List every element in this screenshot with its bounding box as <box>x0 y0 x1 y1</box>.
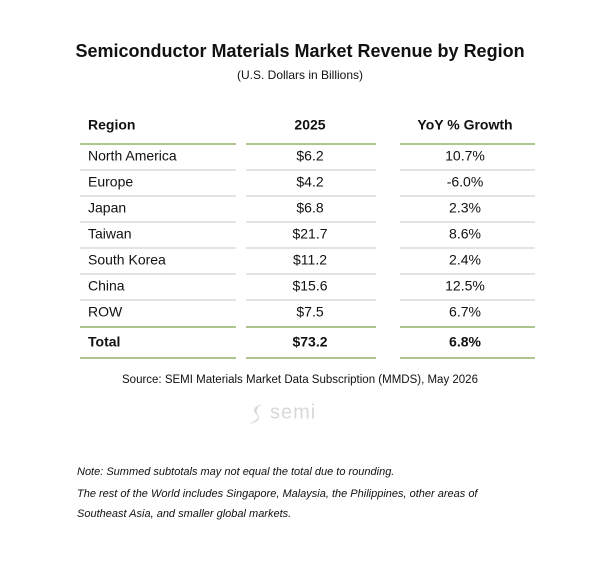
table-cell: Japan <box>88 200 126 216</box>
table-cell: China <box>88 278 125 294</box>
table-cell: $4.2 <box>296 174 323 190</box>
table-cell: 10.7% <box>445 148 485 164</box>
note: Note: Summed subtotals may not equal the… <box>77 466 394 478</box>
table-cell: ROW <box>88 304 123 320</box>
source: Source: SEMI Materials Market Data Subsc… <box>122 374 478 386</box>
column-header: Region <box>88 117 135 133</box>
table-cell: 6.7% <box>449 304 481 320</box>
table-cell: $6.8 <box>296 200 323 216</box>
title: Semiconductor Materials Market Revenue b… <box>75 41 524 61</box>
column-header: YoY % Growth <box>417 117 512 133</box>
table-cell: South Korea <box>88 252 166 268</box>
table-cell: Taiwan <box>88 226 132 242</box>
total-cell: $73.2 <box>292 334 327 350</box>
table-cell: $6.2 <box>296 148 323 164</box>
header-rules <box>80 143 535 359</box>
total-cell: 6.8% <box>449 334 481 350</box>
note: Southeast Asia, and smaller global marke… <box>77 508 291 520</box>
table-cell: North America <box>88 148 177 164</box>
column-header: 2025 <box>294 117 325 133</box>
table-cell: 2.3% <box>449 200 481 216</box>
table-cell: $7.5 <box>296 304 323 320</box>
table-cell: 12.5% <box>445 278 485 294</box>
total-cell: Total <box>88 334 120 350</box>
subtitle: (U.S. Dollars in Billions) <box>237 68 363 82</box>
logo-text: semi <box>270 401 316 423</box>
logo: semi <box>248 401 316 424</box>
table-body: North America $6.2 10.7% Europe $4.2 -6.0% Jap… <box>80 148 535 350</box>
table-cell: $15.6 <box>292 278 327 294</box>
table-cell: $21.7 <box>292 226 327 242</box>
table-cell: $11.2 <box>293 252 327 268</box>
table-cell: 2.4% <box>449 252 481 268</box>
table-cell: Europe <box>88 174 133 190</box>
note: The rest of the World includes Singapore… <box>77 488 478 500</box>
table-cell: 8.6% <box>449 226 481 242</box>
table-cell: -6.0% <box>447 174 484 190</box>
